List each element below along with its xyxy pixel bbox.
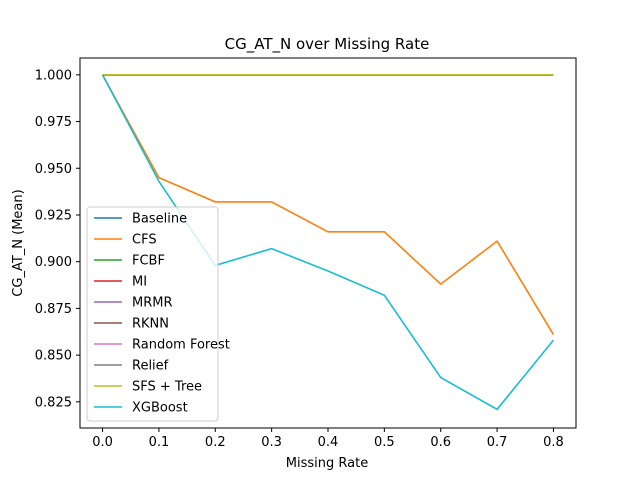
x-tick-label: 0.2	[205, 435, 226, 450]
x-axis-label: Missing Rate	[286, 456, 368, 471]
chart-title: CG_AT_N over Missing Rate	[225, 35, 430, 54]
y-tick-label: 0.825	[35, 395, 72, 410]
legend-label-3: MI	[132, 275, 147, 290]
series-line-1	[101, 74, 555, 335]
legend-label-6: Random Forest	[132, 338, 230, 353]
legend-label-4: MRMR	[132, 296, 173, 311]
x-tick-label: 0.0	[92, 435, 113, 450]
x-tick-label: 0.7	[487, 435, 508, 450]
legend-label-7: Relief	[132, 359, 169, 374]
x-tick-label: 0.5	[374, 435, 395, 450]
legend-label-2: FCBF	[132, 254, 165, 269]
legend: Baseline CFS FCBF MI MRMR RKNN Random Forest Re…	[86, 206, 230, 422]
y-tick-label: 0.925	[35, 208, 72, 223]
y-tick-label: 1.000	[35, 68, 72, 83]
x-tick-label: 0.1	[149, 435, 170, 450]
y-tick-label: 0.975	[35, 115, 72, 130]
legend-label-8: SFS + Tree	[132, 380, 202, 395]
x-tick-label: 0.6	[430, 435, 451, 450]
y-axis-label: CG_AT_N (Mean)	[11, 189, 26, 296]
legend-label-9: XGBoost	[132, 401, 188, 416]
y-tick-label: 0.900	[35, 255, 72, 270]
legend-label-1: CFS	[132, 233, 157, 248]
x-tick-label: 0.8	[543, 435, 564, 450]
x-tick-label: 0.4	[318, 435, 339, 450]
y-tick-label: 0.850	[35, 349, 72, 364]
series-layer	[101, 74, 555, 411]
y-axis: 0.825 0.850 0.875 0.900 0.925 0.950 0.975 1.000	[35, 68, 80, 410]
x-tick-label: 0.3	[261, 435, 282, 450]
x-axis: 0.0 0.1 0.2 0.3 0.4 0.5 0.6 0.7 0.8	[92, 428, 564, 450]
legend-label-0: Baseline	[132, 212, 187, 227]
y-tick-label: 0.950	[35, 162, 72, 177]
legend-label-5: RKNN	[132, 317, 169, 332]
y-tick-label: 0.875	[35, 302, 72, 317]
